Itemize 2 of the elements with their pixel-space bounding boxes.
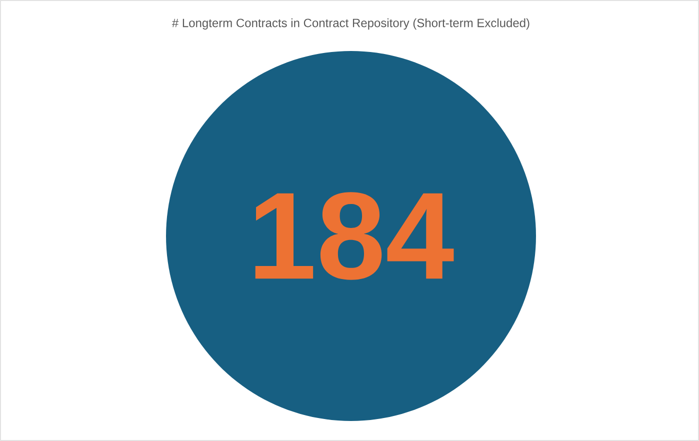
chart-title: # Longterm Contracts in Contract Repository (Short-term Excluded) [172, 18, 530, 30]
data-label: 184 [255, 192, 454, 280]
